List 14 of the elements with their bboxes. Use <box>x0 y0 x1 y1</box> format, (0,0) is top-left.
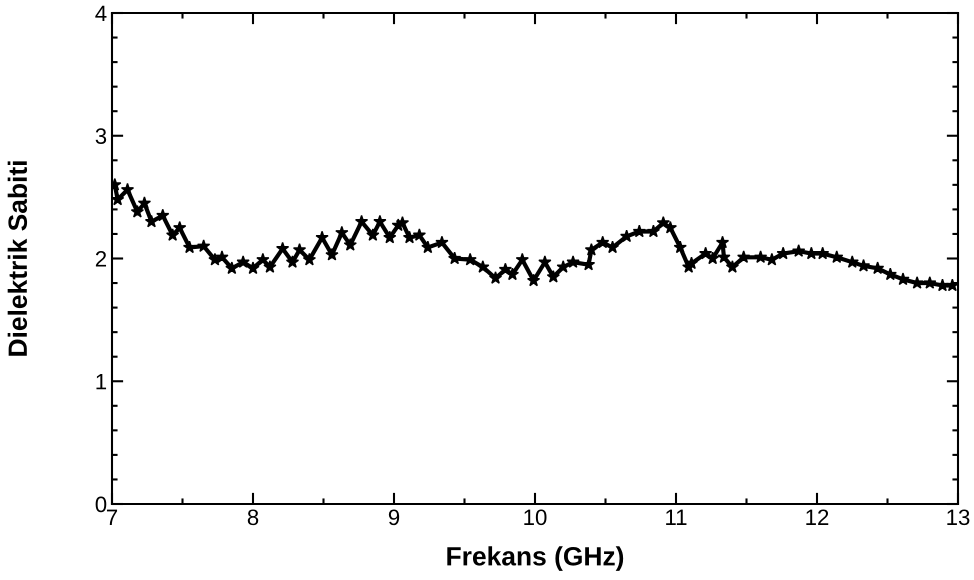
x-tick-label: 12 <box>806 509 828 525</box>
x-tick-label: 10 <box>524 509 546 526</box>
x-tick-label: 13 <box>947 509 970 526</box>
y-tick-label: 2 <box>96 251 106 267</box>
y-tick-label: 3 <box>96 128 106 144</box>
x-tick-label: 9 <box>388 509 400 526</box>
y-axis-title: Dielektrik Sabiti <box>8 161 28 356</box>
x-tick-label: 7 <box>106 510 118 525</box>
x-axis-title: Frekans (GHz) <box>447 546 624 571</box>
x-tick-label: 8 <box>248 509 258 526</box>
y-tick-label: 1 <box>96 374 106 390</box>
x-tick-label: 11 <box>666 510 686 525</box>
y-tick-label: 0 <box>96 496 106 512</box>
y-tick-label: 4 <box>95 6 106 22</box>
